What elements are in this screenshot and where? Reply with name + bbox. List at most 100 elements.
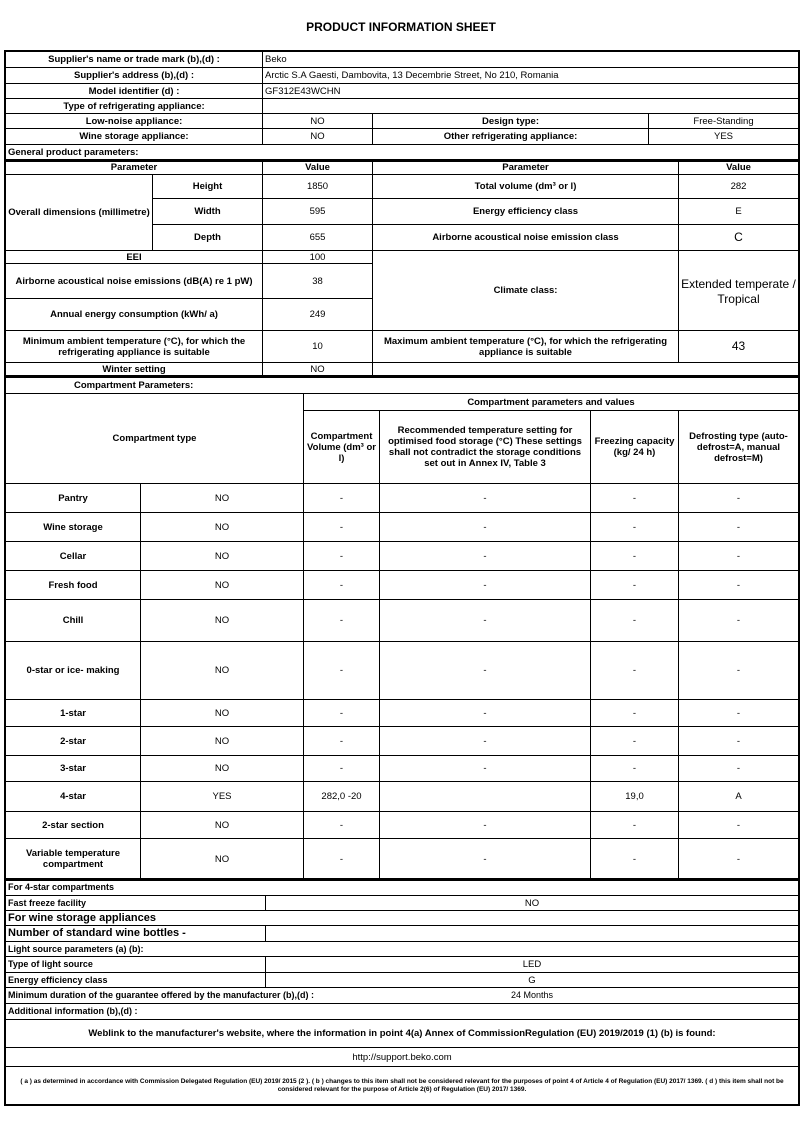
compartment-present: NO [140, 599, 304, 642]
compartment-present: NO [140, 811, 304, 839]
compartment-row: Variable temperature compartment NO - - - - [5, 838, 800, 880]
compartment-freezing: - [590, 838, 679, 880]
compartment-freezing: - [590, 641, 679, 700]
compartment-freezing: - [590, 512, 679, 542]
compartment-freezing: - [590, 726, 679, 756]
light-class-label: Energy efficiency class [5, 972, 266, 988]
fast-freeze-value: NO [265, 895, 799, 911]
compartment-defrost: - [677, 512, 800, 542]
wine-heading: For wine storage appliances [5, 910, 799, 926]
width-label: Width [151, 198, 264, 225]
compartment-name: Cellar [5, 541, 141, 571]
compartment-name: Pantry [5, 483, 141, 513]
compartment-temp [379, 781, 591, 812]
compartment-row: Wine storage NO - - - - [5, 512, 800, 542]
climate-label: Climate class: [372, 250, 680, 331]
compartment-temp: - [379, 641, 591, 700]
col-parameter-2: Parameter [372, 160, 680, 175]
col-volume: Compartment Volume (dm³ or l) [303, 410, 380, 484]
compartment-defrost: - [677, 811, 800, 839]
compartment-freezing: - [590, 483, 679, 513]
depth-value: 655 [262, 224, 374, 251]
empty-cell [372, 362, 800, 377]
general-heading: General product parameters: [4, 144, 800, 161]
compartment-defrost: A [677, 781, 800, 812]
weblink-url[interactable]: http://support.beko.com [5, 1047, 799, 1067]
type-value [261, 98, 800, 114]
compartment-type-header: Compartment type [5, 393, 304, 484]
compartment-present: NO [140, 641, 304, 700]
compartment-present: NO [140, 512, 304, 542]
compartment-name: 4-star [5, 781, 141, 812]
noise-class-value: C [678, 224, 800, 251]
guarantee-row: Minimum duration of the guarantee offere… [5, 987, 799, 1004]
compartment-name: 1-star [5, 699, 141, 727]
depth-label: Depth [151, 224, 264, 251]
page-title: PRODUCT INFORMATION SHEET [306, 20, 496, 34]
compartment-row: 1-star NO - - - - [5, 699, 800, 727]
bottles-value [265, 925, 799, 942]
footnote: ( a ) as determined in accordance with C… [5, 1066, 799, 1105]
compartment-row: 0-star or ice- making NO - - - - [5, 641, 800, 700]
compartment-row: 4-star YES 282,0 -20 19,0 A [5, 781, 800, 812]
width-value: 595 [262, 198, 374, 225]
compartment-row: Cellar NO - - - - [5, 541, 800, 571]
compartment-name: 2-star section [5, 811, 141, 839]
compartment-defrost: - [677, 726, 800, 756]
compartment-name: Fresh food [5, 570, 141, 600]
light-heading: Light source parameters (a) (b): [5, 941, 799, 957]
supplier-address-value: Arctic S.A Gaesti, Dambovita, 13 Decembr… [261, 67, 800, 84]
energy-class-value: E [678, 198, 800, 225]
compartment-defrost: - [677, 541, 800, 571]
energy-class-label: Energy efficiency class [372, 198, 680, 225]
min-ambient-label: Minimum ambient temperature (°C), for wh… [4, 330, 264, 363]
compartment-name: Chill [5, 599, 141, 642]
annual-label: Annual energy consumption (kWh/ a) [4, 298, 264, 331]
compartment-present: NO [140, 541, 304, 571]
compartment-defrost: - [677, 570, 800, 600]
compartment-temp: - [379, 570, 591, 600]
noise-class-label: Airborne acoustical noise emission class [372, 224, 680, 251]
compartment-temp: - [379, 699, 591, 727]
supplier-name-label: Supplier's name or trade mark (b),(d) : [5, 51, 263, 68]
compartment-name: Wine storage [5, 512, 141, 542]
four-star-heading: For 4-star compartments [5, 879, 799, 896]
compartment-row: Chill NO - - - - [5, 599, 800, 642]
compartment-name: 0-star or ice- making [5, 641, 141, 700]
compartment-heading: Compartment Parameters: [4, 376, 800, 394]
compartment-temp: - [379, 755, 591, 782]
annual-value: 249 [262, 298, 374, 331]
compartment-present: NO [140, 726, 304, 756]
compartment-present: YES [140, 781, 304, 812]
wine-label: Wine storage appliance: [5, 128, 263, 145]
compartment-volume: - [303, 483, 380, 513]
fast-freeze-label: Fast freeze facility [5, 895, 266, 911]
compartment-volume: - [303, 570, 380, 600]
max-ambient-value: 43 [678, 330, 800, 363]
compartment-volume: - [303, 726, 380, 756]
other-value: YES [647, 128, 800, 145]
compartment-freezing: - [590, 599, 679, 642]
low-noise-label: Low-noise appliance: [5, 113, 263, 129]
model-label: Model identifier (d) : [5, 83, 263, 99]
compartment-temp: - [379, 512, 591, 542]
compartment-row: Pantry NO - - - - [5, 483, 800, 513]
light-type-value: LED [265, 956, 799, 973]
compartment-volume: - [303, 811, 380, 839]
compartment-name: 2-star [5, 726, 141, 756]
noise-label: Airborne acoustical noise emissions (dB(… [4, 263, 264, 299]
compartment-name: 3-star [5, 755, 141, 782]
bottles-label: Number of standard wine bottles - [5, 925, 266, 942]
supplier-table: Supplier's name or trade mark (b),(d) :B… [3, 50, 801, 162]
dims-label: Overall dimensions (millimetre) [5, 174, 153, 251]
compartment-defrost: - [677, 483, 800, 513]
compartment-defrost: - [677, 838, 800, 880]
climate-value: Extended temperate / Tropical [678, 250, 800, 331]
compartment-present: NO [140, 570, 304, 600]
eei-value: 100 [262, 250, 374, 264]
compartment-temp: - [379, 726, 591, 756]
compartment-defrost: - [677, 599, 800, 642]
compartment-freezing: - [590, 699, 679, 727]
compartment-freezing: - [590, 755, 679, 782]
total-volume-label: Total volume (dm³ or l) [372, 174, 680, 199]
